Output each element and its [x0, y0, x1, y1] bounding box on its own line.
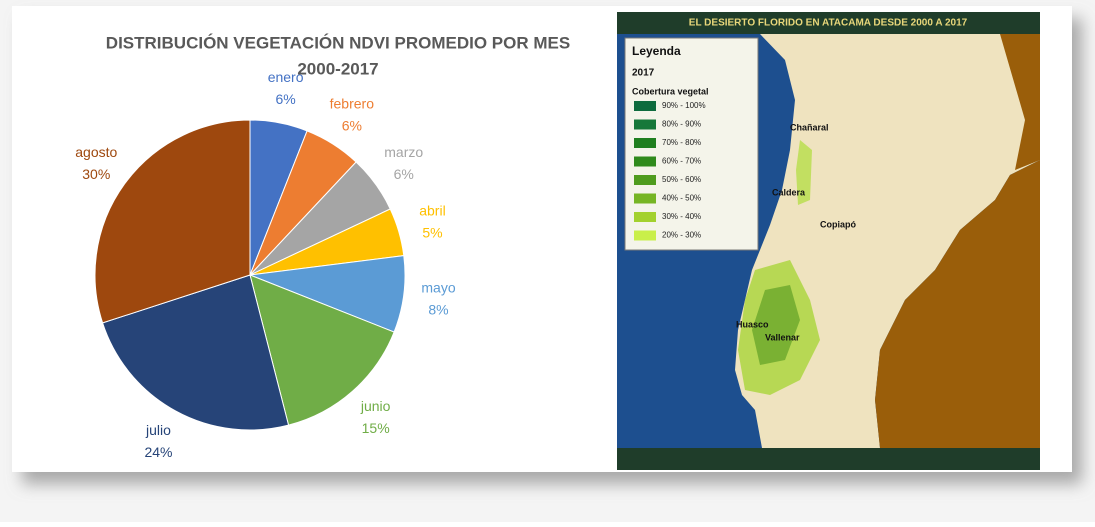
- legend-swatch: [634, 194, 656, 204]
- map-footer: [617, 448, 1040, 470]
- category-label: marzo: [384, 144, 423, 160]
- legend-label: 70% - 80%: [662, 138, 701, 147]
- place-label: Vallenar: [765, 332, 800, 342]
- place-label: Chañaral: [790, 122, 829, 132]
- legend-label: 20% - 30%: [662, 231, 701, 240]
- category-label: enero: [268, 69, 304, 85]
- place-label: Caldera: [772, 187, 806, 197]
- value-label: 6%: [342, 117, 362, 133]
- map: EL DESIERTO FLORIDO EN ATACAMA DESDE 200…: [617, 12, 1040, 470]
- legend-label: 40% - 50%: [662, 194, 701, 203]
- chart-subtitle: 2000-2017: [297, 59, 378, 78]
- place-label: Copiapó: [820, 219, 856, 229]
- category-label: febrero: [330, 95, 375, 111]
- legend-label: 60% - 70%: [662, 157, 701, 166]
- value-label: 5%: [422, 225, 442, 241]
- legend-label: 80% - 90%: [662, 120, 701, 129]
- legend-subtitle: Cobertura vegetal: [632, 86, 709, 96]
- place-label: Huasco: [736, 319, 769, 329]
- legend-swatch: [634, 231, 656, 241]
- legend-year: 2017: [632, 68, 655, 79]
- legend-swatch: [634, 212, 656, 222]
- value-label: 30%: [82, 166, 110, 182]
- chart-title: DISTRIBUCIÓN VEGETACIÓN NDVI PROMEDIO PO…: [106, 33, 570, 52]
- legend-label: 50% - 60%: [662, 175, 701, 184]
- category-label: mayo: [421, 280, 455, 296]
- page: DISTRIBUCIÓN VEGETACIÓN NDVI PROMEDIO PO…: [0, 0, 1095, 522]
- legend-title: Leyenda: [632, 44, 681, 58]
- value-label: 24%: [144, 444, 172, 460]
- legend-swatch: [634, 101, 656, 111]
- map-title: EL DESIERTO FLORIDO EN ATACAMA DESDE 200…: [689, 18, 968, 29]
- legend-label: 30% - 40%: [662, 212, 701, 221]
- legend-label: 90% - 100%: [662, 101, 706, 110]
- category-label: julio: [145, 422, 171, 438]
- legend-swatch: [634, 175, 656, 185]
- legend-swatch: [634, 120, 656, 130]
- category-label: abril: [419, 203, 445, 219]
- value-label: 6%: [394, 166, 414, 182]
- value-label: 8%: [428, 302, 448, 318]
- legend-swatch: [634, 138, 656, 148]
- category-label: agosto: [75, 144, 117, 160]
- legend-swatch: [634, 157, 656, 167]
- value-label: 15%: [362, 420, 390, 436]
- value-label: 6%: [275, 91, 295, 107]
- category-label: junio: [360, 398, 391, 414]
